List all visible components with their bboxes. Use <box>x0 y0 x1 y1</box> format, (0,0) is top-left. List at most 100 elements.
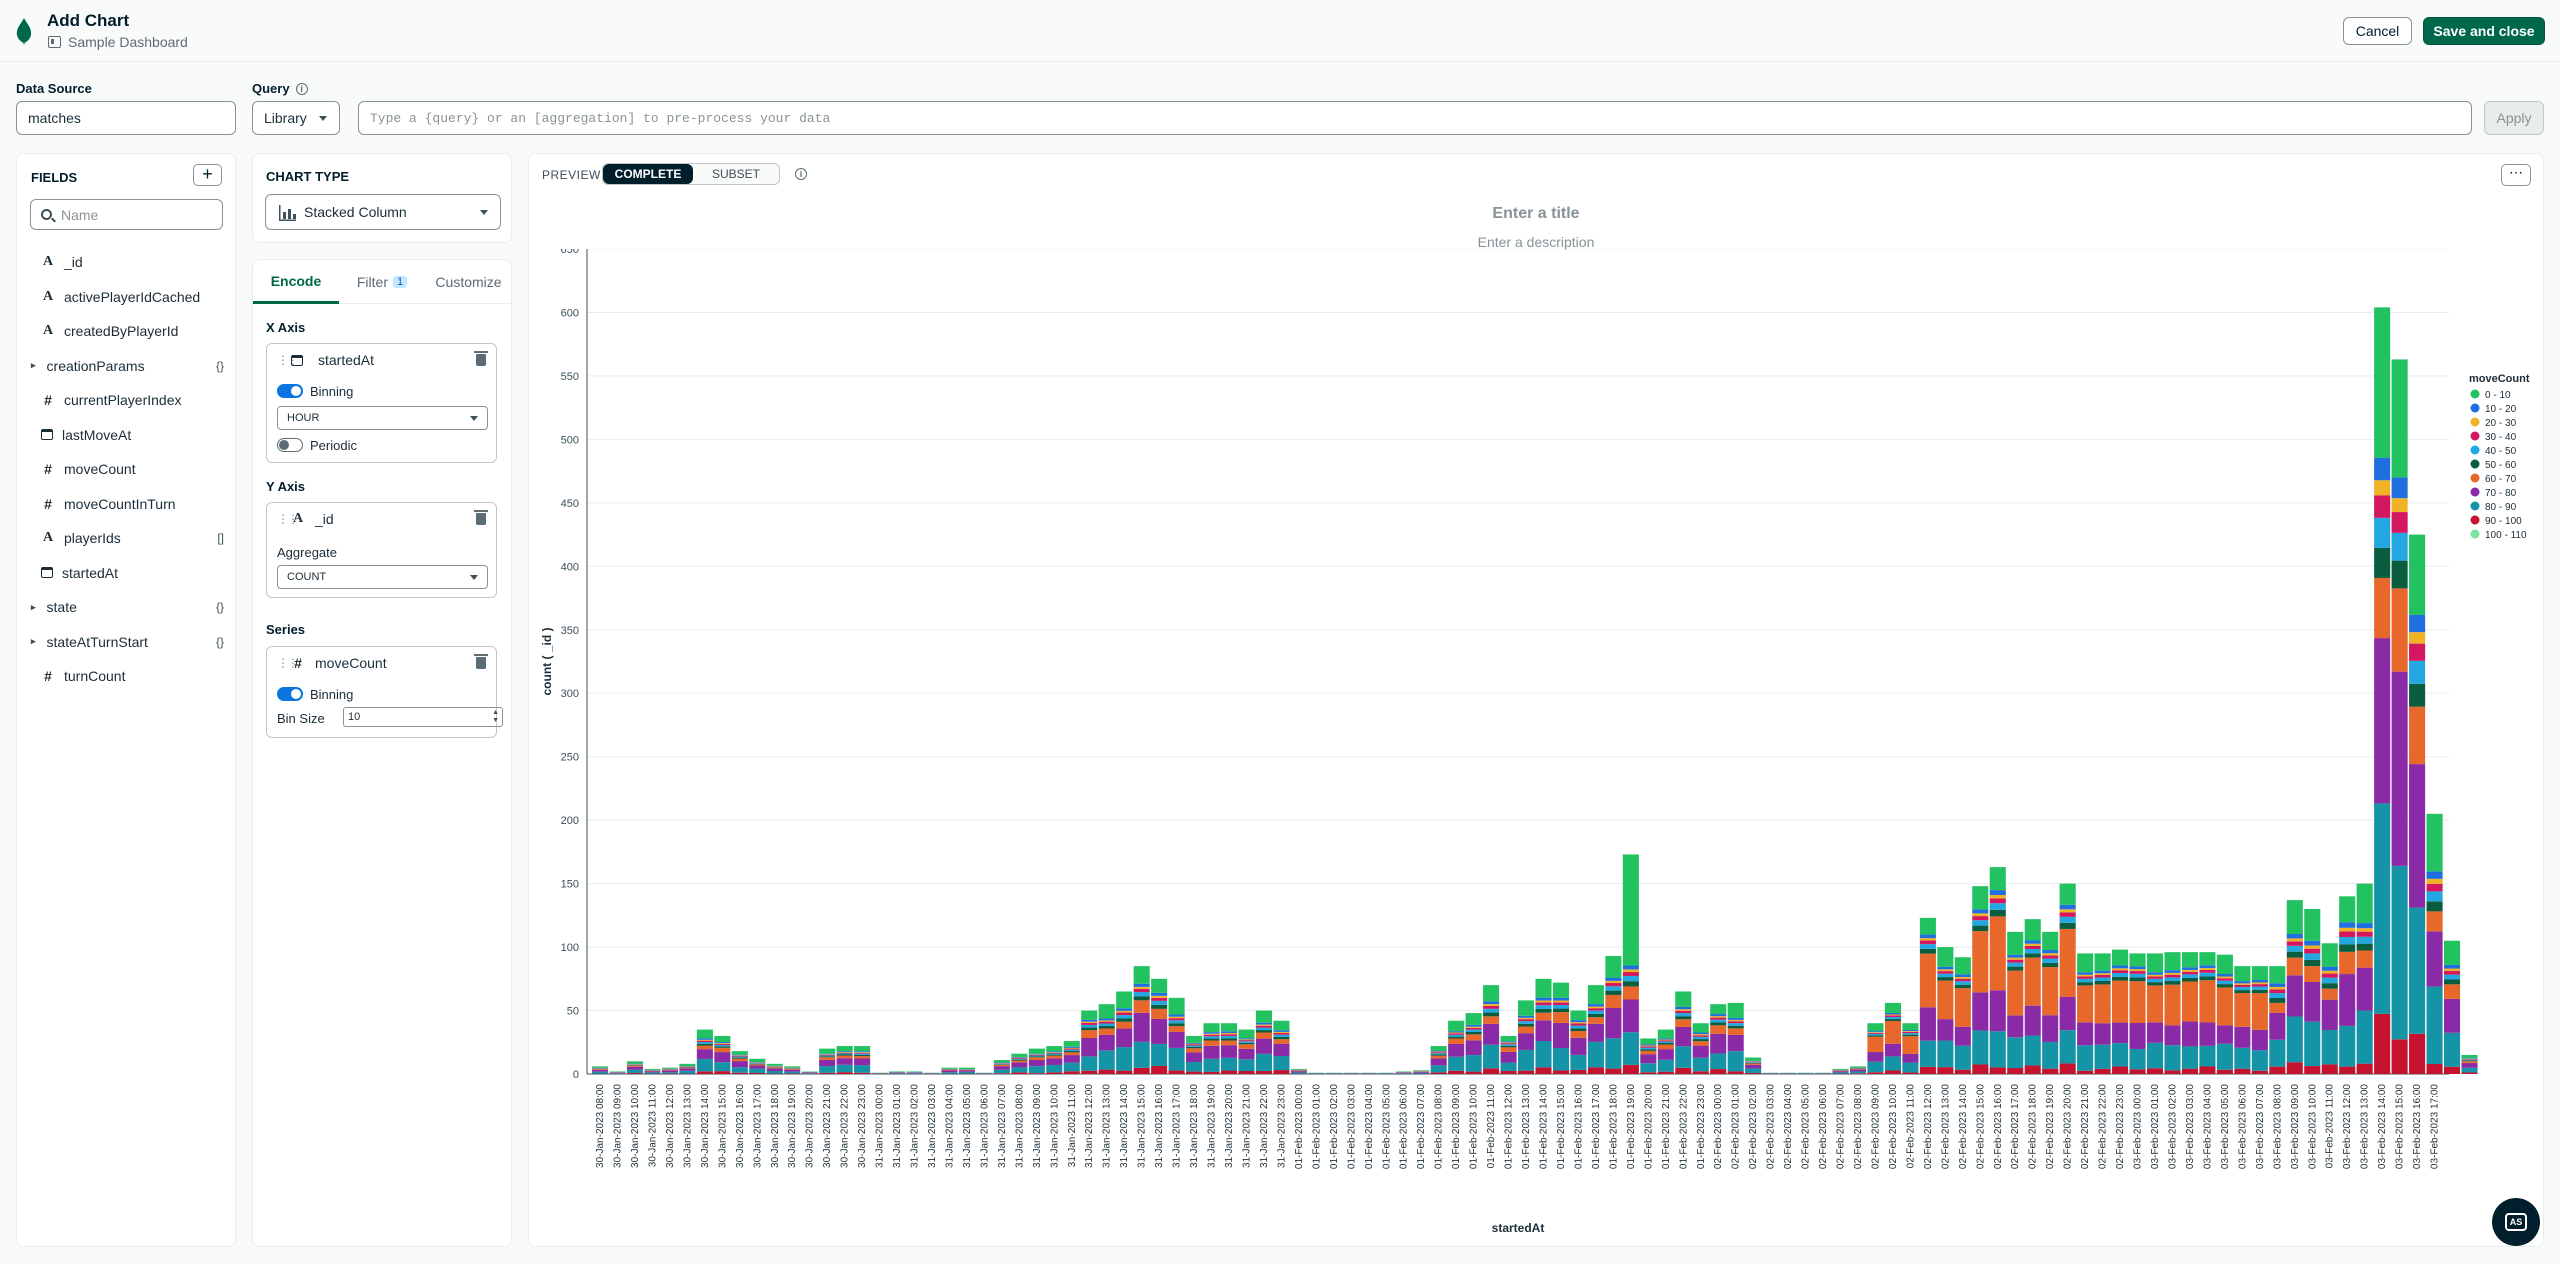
expand-arrow-icon[interactable]: ▸ <box>31 360 36 370</box>
query-label-wrap: Query i <box>252 81 308 96</box>
y-axis-field-chip[interactable]: ⋮⋮ A _id <box>277 511 334 527</box>
bar-segment <box>1570 1022 1587 1024</box>
field-item-lastMoveAt[interactable]: lastMoveAt <box>41 424 236 446</box>
bar-segment <box>2112 949 2129 966</box>
bar-segment <box>731 1057 748 1059</box>
dashboard-breadcrumb[interactable]: Sample Dashboard <box>48 34 188 50</box>
apply-button[interactable]: Apply <box>2484 101 2544 135</box>
tab-filter[interactable]: Filter 1 <box>339 260 425 304</box>
expand-arrow-icon[interactable]: ▸ <box>31 636 36 646</box>
bar-segment <box>1587 1006 1604 1009</box>
bar-segment <box>1220 1031 1238 1034</box>
y-axis-card[interactable]: ⋮⋮ A _id Aggregate COUNT <box>266 502 497 598</box>
chart-type-label: CHART TYPE <box>266 169 350 184</box>
tab-customize[interactable]: Customize <box>435 274 502 290</box>
bin-unit-select[interactable]: HOUR <box>277 406 488 430</box>
x-axis-field-chip[interactable]: ⋮⋮ startedAt <box>277 352 374 368</box>
series-field-chip[interactable]: ⋮⋮ # moveCount <box>277 655 387 671</box>
x-tick-label: 02-Feb-2023 00:00 <box>1713 1084 1724 1170</box>
complete-button[interactable]: COMPLETE <box>603 164 693 184</box>
bar-segment <box>2094 1068 2111 1074</box>
bar-segment <box>2391 1039 2408 1074</box>
string-type-icon: A <box>42 254 54 269</box>
bar-segment <box>1622 972 1639 976</box>
bar-segment <box>2339 944 2356 952</box>
trash-icon[interactable] <box>474 654 488 669</box>
trash-icon[interactable] <box>474 510 488 525</box>
bar-segment <box>2059 1063 2076 1074</box>
x-tick-label: 31-Jan-2023 10:00 <box>1049 1084 1060 1168</box>
series-binning-toggle[interactable] <box>277 687 303 701</box>
stacked-column-icon <box>279 205 296 221</box>
periodic-toggle[interactable] <box>277 438 303 452</box>
bar-segment <box>1273 1039 1290 1044</box>
drag-handle-icon[interactable]: ⋮⋮ <box>277 656 299 670</box>
info-icon[interactable]: i <box>795 168 807 180</box>
bar-segment <box>696 1045 713 1050</box>
more-options-button[interactable]: ⋯ <box>2501 164 2531 186</box>
bar-segment <box>1518 1049 1535 1071</box>
trash-icon[interactable] <box>474 351 488 366</box>
x-axis-card[interactable]: ⋮⋮ startedAt Binning HOUR Periodic <box>266 343 497 463</box>
bar-segment <box>1570 1028 1587 1032</box>
date-type-icon <box>291 354 303 366</box>
aggregate-select[interactable]: COUNT <box>277 565 488 589</box>
query-mode-select[interactable]: Library <box>252 101 340 135</box>
bar-segment <box>1745 1057 1762 1061</box>
field-search-input[interactable]: Name <box>30 199 223 230</box>
bar-segment <box>1675 1019 1692 1027</box>
field-item-stateAtTurnStart[interactable]: ▸ stateAtTurnStart {} <box>31 631 236 653</box>
tab-encode[interactable]: Encode <box>253 260 339 304</box>
bar-segment <box>1954 1026 1971 1046</box>
x-binning-toggle[interactable] <box>277 384 303 398</box>
info-icon[interactable]: i <box>295 83 308 95</box>
bar-segment <box>2199 965 2216 969</box>
chart-type-select[interactable]: Stacked Column <box>265 194 501 230</box>
bar-segment <box>1937 973 1954 978</box>
field-item-currentPlayerIndex[interactable]: # currentPlayerIndex <box>41 389 236 411</box>
query-input[interactable]: Type a {query} or an [aggregation] to pr… <box>358 101 2472 135</box>
bar-segment <box>1832 1068 1849 1070</box>
bar-segment <box>1535 1041 1552 1068</box>
field-item-moveCountInTurn[interactable]: # moveCountInTurn <box>41 493 236 515</box>
bar-segment <box>2409 683 2426 707</box>
field-item-creationParams[interactable]: ▸ creationParams {} <box>31 355 236 377</box>
bar-segment <box>2042 967 2059 1016</box>
drag-handle-icon[interactable]: ⋮⋮ <box>277 512 299 526</box>
bar-segment <box>2112 976 2129 981</box>
chart-description-input[interactable]: Enter a description <box>1477 234 1595 250</box>
bar-segment <box>1902 1031 1919 1032</box>
drag-handle-icon[interactable]: ⋮⋮ <box>277 353 299 367</box>
bin-size-input[interactable]: 10 ▲ ▼ <box>343 707 503 727</box>
bar-segment <box>1220 1040 1238 1046</box>
series-card[interactable]: ⋮⋮ # moveCount Binning Bin Size 10 ▲ ▼ <box>266 646 503 738</box>
bar-segment <box>2461 1061 2478 1064</box>
help-button[interactable]: AS <box>2492 1198 2540 1246</box>
subset-button[interactable]: SUBSET <box>711 167 760 181</box>
stepper-icon[interactable]: ▲ ▼ <box>492 709 499 724</box>
chart-title-input[interactable]: Enter a title <box>1492 205 1580 222</box>
bar-segment <box>2286 1062 2303 1074</box>
bar-segment <box>1518 1015 1535 1018</box>
add-field-button[interactable]: + <box>193 164 222 186</box>
bar-segment <box>696 1039 713 1041</box>
x-tick-label: 31-Jan-2023 03:00 <box>927 1084 938 1168</box>
expand-arrow-icon[interactable]: ▸ <box>31 601 36 612</box>
data-source-field[interactable]: matches <box>16 101 236 135</box>
string-type-icon: A <box>292 511 304 526</box>
x-tick-label: 31-Jan-2023 17:00 <box>1172 1084 1183 1168</box>
save-and-close-button[interactable]: Save and close <box>2423 17 2545 45</box>
field-item-moveCount[interactable]: # moveCount <box>41 458 236 480</box>
bar-segment <box>731 1058 748 1062</box>
bar-segment <box>644 1068 661 1070</box>
bar-segment <box>2444 974 2461 980</box>
field-item-_id[interactable]: A _id <box>41 251 236 273</box>
bar-segment <box>1675 1009 1692 1011</box>
field-item-turnCount[interactable]: # turnCount <box>41 665 236 687</box>
field-item-state[interactable]: ▸ state {} <box>31 596 236 618</box>
cancel-button[interactable]: Cancel <box>2343 17 2412 45</box>
field-item-startedAt[interactable]: startedAt <box>41 562 236 584</box>
